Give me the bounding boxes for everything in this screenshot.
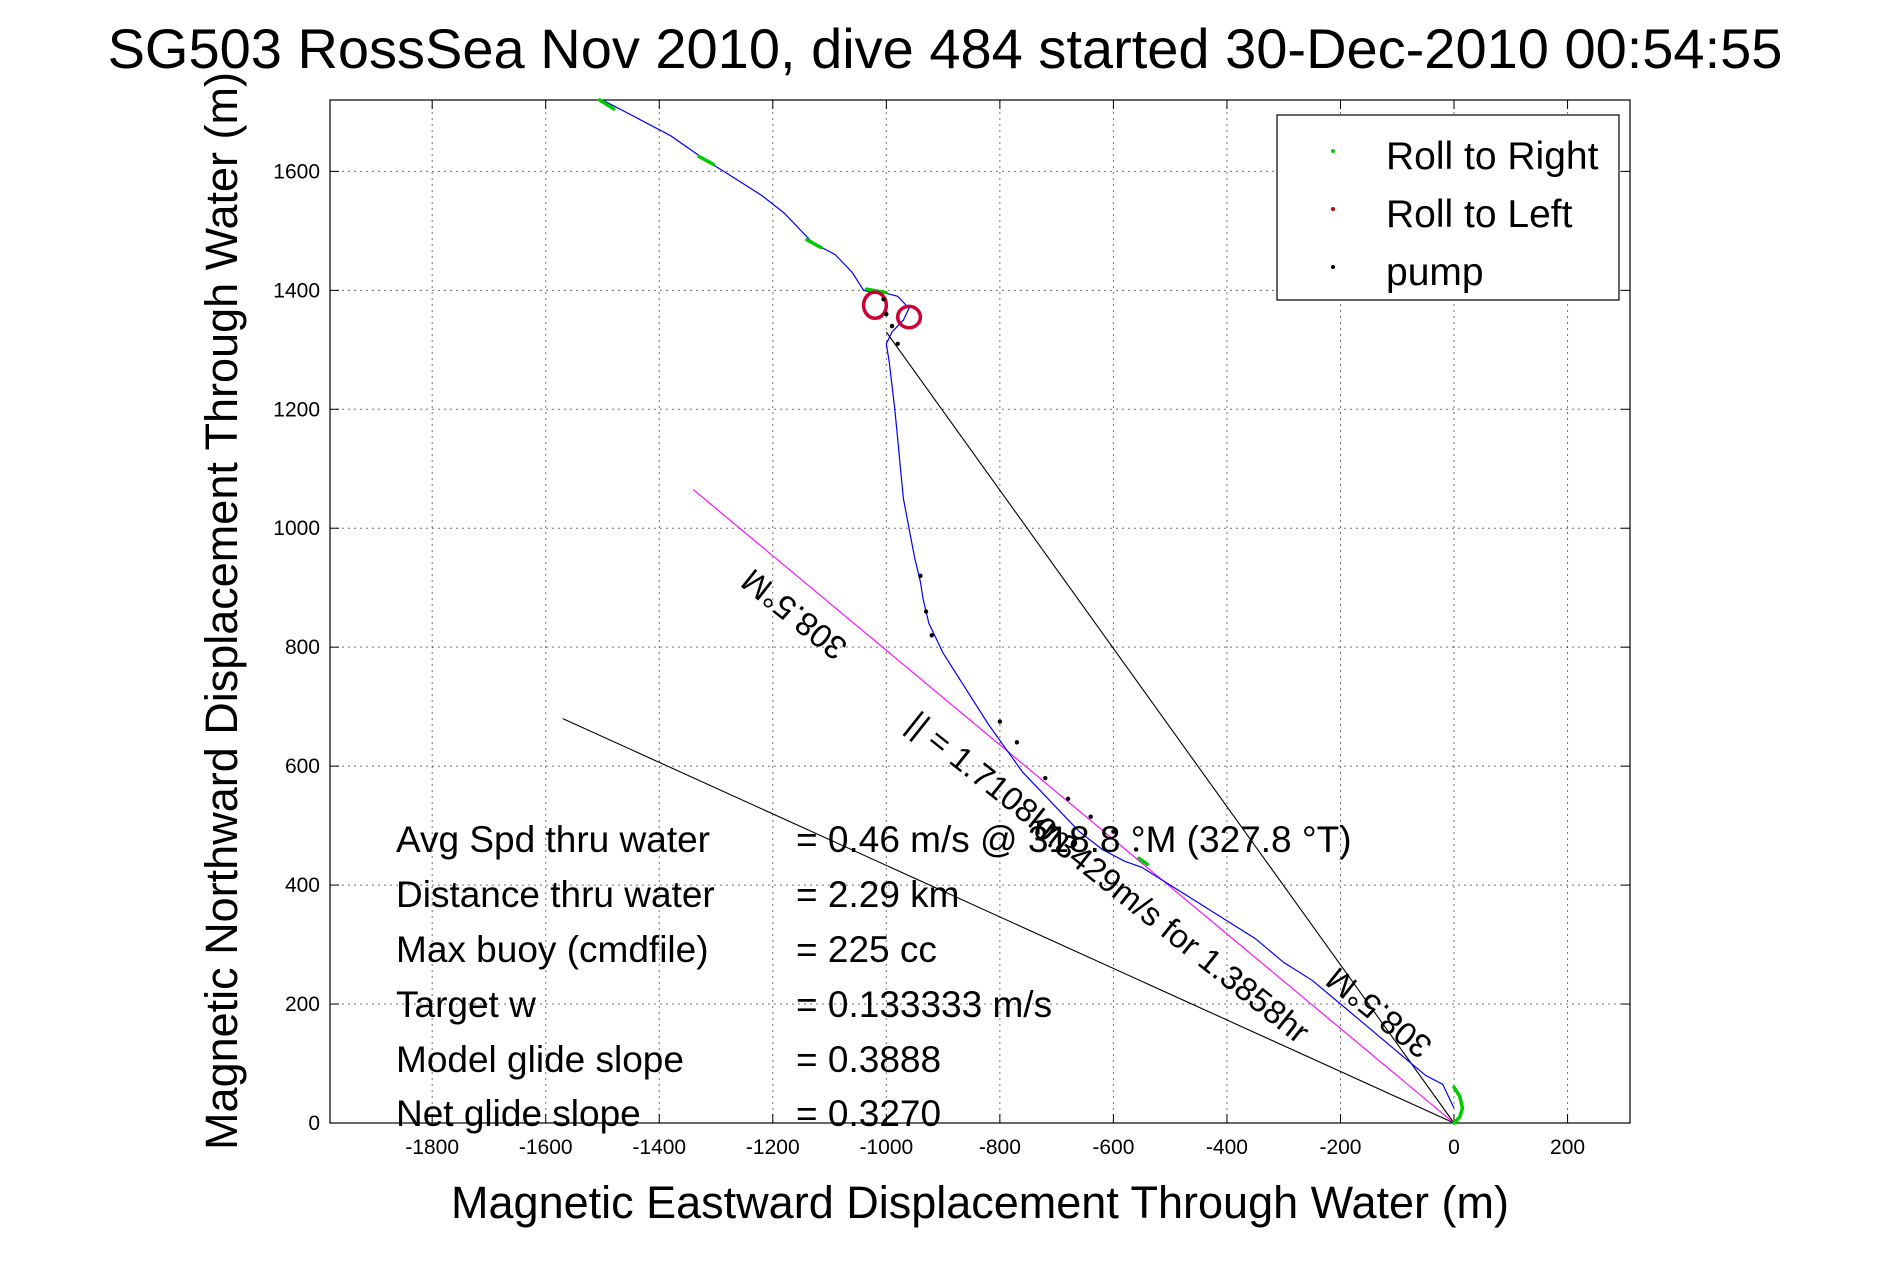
legend-label-roll-right: Roll to Right <box>1386 135 1599 178</box>
roll-left-loop <box>895 304 923 330</box>
roll-left-loop <box>861 290 889 321</box>
x-tick-label: -600 <box>1092 1136 1134 1159</box>
x-tick-label: -1600 <box>519 1136 573 1159</box>
x-tick-label: -1200 <box>746 1136 800 1159</box>
roll-right-mark <box>697 154 715 166</box>
stat-value: = 0.3888 <box>796 1039 941 1080</box>
y-tick-label: 1400 <box>273 279 320 302</box>
y-tick-label: 200 <box>285 993 320 1016</box>
track-line <box>602 99 1455 1109</box>
stat-value: = 0.133333 m/s <box>796 984 1052 1025</box>
chart-title: SG503 RossSea Nov 2010, dive 484 started… <box>108 17 1783 80</box>
pump-point <box>929 633 934 638</box>
stat-value: = 0.3270 <box>796 1093 941 1134</box>
pump-point <box>889 323 895 329</box>
reference-lines <box>562 331 1455 1124</box>
pump-point <box>884 311 889 317</box>
pump-point <box>923 609 929 614</box>
roll-markers <box>597 98 1465 1125</box>
stat-label: Target w <box>396 984 536 1025</box>
stat-value: = 2.29 km <box>796 874 960 915</box>
roll-right-mark <box>1137 856 1150 867</box>
pump-point <box>1014 740 1020 745</box>
legend: Roll to Right Roll to Left pump <box>1276 114 1620 301</box>
y-tick-label: 1600 <box>273 160 320 183</box>
stat-label: Model glide slope <box>396 1039 684 1080</box>
glider-track <box>602 99 1455 1109</box>
pump-point <box>1043 775 1048 781</box>
legend-marker-roll-right <box>1331 149 1335 153</box>
thin-black-2-line <box>885 331 1455 1124</box>
stat-label: Distance thru water <box>396 874 715 915</box>
stat-value: = 0.46 m/s @ 318.8 °M (327.8 °T) <box>796 819 1352 860</box>
legend-marker-pump <box>1331 265 1335 269</box>
y-tick-label: 600 <box>285 755 320 778</box>
pump-point <box>1111 829 1116 834</box>
pump-markers <box>881 297 1139 852</box>
axis-ticks: -1800 -1600 -1400 -1200 -1000 -800 -600 -400 -20… <box>273 100 1630 1159</box>
x-tick-label: -800 <box>979 1136 1021 1159</box>
roll-right-mark <box>597 98 616 111</box>
x-tick-label: -1400 <box>632 1136 686 1159</box>
x-tick-label: 0 <box>1448 1136 1460 1159</box>
dive-statistics: Avg Spd thru water = 0.46 m/s @ 318.8 °M… <box>396 819 1352 1134</box>
pump-point <box>1088 814 1093 819</box>
y-tick-label: 1000 <box>273 517 320 540</box>
x-tick-label: 200 <box>1550 1136 1585 1159</box>
pump-point <box>918 573 923 579</box>
pump-point <box>997 719 1003 724</box>
stat-label: Max buoy (cmdfile) <box>396 929 709 970</box>
stat-label: Avg Spd thru water <box>396 819 710 860</box>
pump-point <box>895 341 900 347</box>
grid <box>330 100 1630 1124</box>
y-axis-label: Magnetic Northward Displacement Through … <box>196 72 247 1150</box>
legend-marker-roll-left <box>1331 207 1335 211</box>
x-tick-label: -1000 <box>859 1136 913 1159</box>
x-axis-label: Magnetic Eastward Displacement Through W… <box>451 1177 1509 1228</box>
x-tick-label: -400 <box>1206 1136 1248 1159</box>
roll-right-mark <box>1452 1085 1465 1125</box>
x-tick-label: -200 <box>1319 1136 1361 1159</box>
x-tick-label: -1800 <box>405 1136 459 1159</box>
legend-label-pump: pump <box>1386 251 1484 294</box>
pump-point <box>1065 796 1071 802</box>
y-tick-label: 0 <box>308 1112 320 1135</box>
stat-label: Net glide slope <box>396 1093 641 1134</box>
y-tick-label: 800 <box>285 636 320 659</box>
stat-value: = 225 cc <box>796 929 937 970</box>
y-tick-label: 1200 <box>273 398 320 421</box>
legend-label-roll-left: Roll to Left <box>1386 193 1573 236</box>
y-tick-label: 400 <box>285 874 320 897</box>
magenta-heading-line <box>692 489 1455 1124</box>
roll-right-mark <box>805 238 823 250</box>
pump-point <box>1133 847 1139 852</box>
pump-point <box>881 297 886 302</box>
thin-black-1-line <box>562 718 1455 1124</box>
